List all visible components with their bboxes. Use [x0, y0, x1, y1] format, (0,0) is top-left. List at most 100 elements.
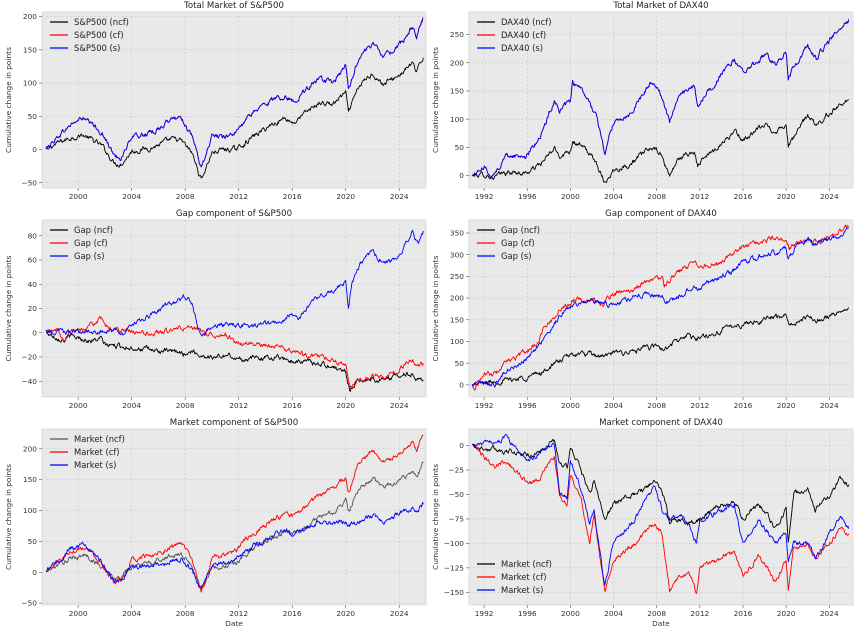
legend-label: Market (s)	[501, 585, 543, 595]
x-tick-label: 1996	[518, 401, 537, 410]
series-line	[471, 307, 850, 387]
y-tick-label: 150	[23, 475, 37, 484]
series-line	[471, 227, 849, 388]
x-tick-label: 2004	[604, 609, 623, 618]
x-tick-label: 2012	[690, 401, 709, 410]
legend-label: Gap (cf)	[74, 238, 108, 248]
x-tick-label: 2016	[283, 609, 302, 618]
x-tick-label: 2024	[820, 609, 839, 618]
chart-title: Total Market of DAX40	[612, 1, 708, 11]
x-tick-label: 1992	[475, 401, 494, 410]
series-line	[45, 18, 424, 168]
chart-title: Market component of DAX40	[599, 418, 723, 428]
x-tick-label: 2020	[777, 192, 796, 201]
y-tick-label: 100	[450, 337, 464, 346]
x-tick-label: 2012	[690, 609, 709, 618]
x-tick-label: 1992	[475, 609, 494, 618]
y-axis-label: Cumulative change in points	[431, 255, 440, 361]
x-tick-label: 2012	[690, 192, 709, 201]
y-tick-label: 50	[28, 112, 38, 121]
x-tick-label: 2020	[336, 401, 355, 410]
legend-label: DAX40 (s)	[501, 43, 543, 53]
x-tick-label: 2012	[229, 401, 248, 410]
x-tick-label: 2016	[283, 192, 302, 201]
legend-label: Market (ncf)	[501, 559, 552, 569]
series-line	[472, 443, 850, 594]
y-tick-label: 350	[450, 229, 464, 238]
subplot-dax-gap: 1992 1996 2000 2004 2008 2012 2016 2020 2024 0 50 1…	[431, 209, 854, 410]
legend-label: S&P500 (ncf)	[74, 17, 129, 27]
x-tick-label: 2008	[647, 401, 666, 410]
subplot-sp-total: 2000 2004 2008 2012 2016 2020 2024 −50 0 50 100 150…	[4, 1, 427, 201]
legend-label: Market (cf)	[501, 572, 547, 582]
legend-label: Market (cf)	[74, 447, 120, 457]
legend-label: Gap (ncf)	[74, 225, 113, 235]
x-tick-label: 2016	[283, 401, 302, 410]
y-tick-label: 0	[32, 328, 37, 337]
y-tick-label: 50	[455, 359, 465, 368]
y-tick-label: 300	[450, 250, 464, 259]
y-tick-label: −75	[448, 515, 464, 524]
x-tick-label: 2016	[734, 401, 753, 410]
y-tick-label: 150	[23, 45, 37, 54]
y-tick-label: 0	[459, 441, 464, 450]
x-tick-label: 2008	[176, 609, 195, 618]
legend-label: DAX40 (ncf)	[501, 17, 551, 27]
x-tick-label: 2020	[777, 401, 796, 410]
y-tick-label: 250	[450, 272, 464, 281]
x-tick-label: 2020	[777, 609, 796, 618]
legend: Gap (ncf) Gap (cf) Gap (s)	[50, 225, 113, 261]
legend-label: Market (s)	[74, 460, 116, 470]
series-line	[45, 316, 424, 389]
y-tick-label: 0	[32, 568, 37, 577]
legend-label: DAX40 (cf)	[501, 30, 546, 40]
x-tick-label: 2020	[336, 192, 355, 201]
x-tick-label: 1992	[475, 192, 494, 201]
series-line	[45, 229, 424, 337]
legend-label: Market (ncf)	[74, 434, 125, 444]
legend-label: S&P500 (cf)	[74, 30, 124, 40]
series-line	[45, 57, 424, 179]
legend: S&P500 (ncf) S&P500 (cf) S&P500 (s)	[50, 17, 129, 53]
y-tick-label: −40	[21, 377, 37, 386]
series-line	[45, 501, 424, 588]
y-tick-label: 0	[459, 380, 464, 389]
legend: Market (ncf) Market (cf) Market (s)	[50, 434, 125, 470]
x-tick-label: 2012	[229, 192, 248, 201]
y-tick-label: 250	[450, 30, 464, 39]
legend: Gap (ncf) Gap (cf) Gap (s)	[477, 225, 540, 261]
legend-label: Gap (s)	[501, 251, 532, 261]
y-tick-label: 200	[23, 12, 37, 21]
x-tick-label: 2016	[734, 192, 753, 201]
x-tick-label: 2024	[820, 192, 839, 201]
y-tick-label: −50	[448, 490, 464, 499]
x-tick-label: 2024	[390, 192, 409, 201]
plot-area	[41, 11, 427, 189]
x-tick-label: 2000	[69, 609, 88, 618]
series-line	[45, 461, 424, 591]
legend: DAX40 (ncf) DAX40 (cf) DAX40 (s)	[477, 17, 551, 53]
legend-label: Gap (cf)	[501, 238, 535, 248]
x-tick-label: 2000	[561, 192, 580, 201]
y-tick-label: 100	[450, 115, 464, 124]
series-line	[471, 433, 850, 586]
x-tick-label: 2024	[820, 401, 839, 410]
series-line	[45, 331, 424, 392]
y-tick-label: 80	[28, 231, 38, 240]
x-tick-label: 2024	[390, 401, 409, 410]
subplot-dax-total: 1992 1996 2000 2004 2008 2012 2016 2020 2024 0 50 1…	[431, 1, 854, 201]
legend-label: S&P500 (s)	[74, 43, 120, 53]
y-tick-label: 0	[459, 171, 464, 180]
y-tick-label: −25	[448, 466, 464, 475]
x-tick-label: 2008	[176, 192, 195, 201]
y-axis-label: Cumulative change in points	[431, 47, 440, 153]
chart-title: Gap component of DAX40	[605, 209, 717, 219]
legend: Market (ncf) Market (cf) Market (s)	[477, 559, 552, 595]
x-tick-label: 2008	[176, 401, 195, 410]
subplot-dax-market: 1992 1996 2000 2004 2008 2012 2016 2020 2024 −150…	[431, 418, 854, 628]
chart-title: Market component of S&P500	[170, 418, 298, 428]
x-tick-label: 2000	[69, 401, 88, 410]
y-tick-label: −20	[21, 353, 37, 362]
y-tick-label: 50	[28, 537, 38, 546]
x-tick-label: 1996	[518, 609, 537, 618]
